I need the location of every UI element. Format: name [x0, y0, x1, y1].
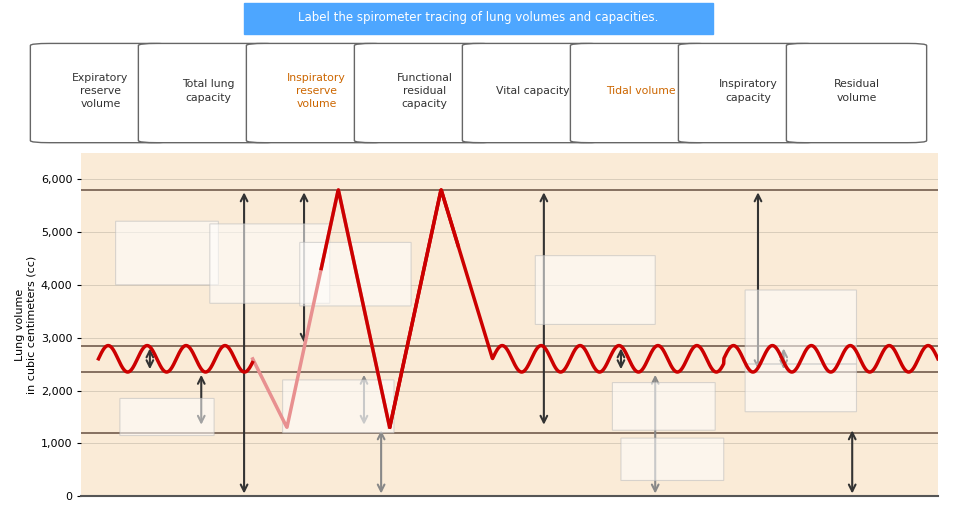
FancyBboxPatch shape	[120, 399, 214, 435]
FancyBboxPatch shape	[746, 290, 857, 364]
FancyBboxPatch shape	[244, 3, 713, 34]
FancyBboxPatch shape	[612, 383, 715, 430]
Text: Total lung
capacity: Total lung capacity	[182, 80, 234, 102]
Text: Tidal volume: Tidal volume	[606, 86, 676, 96]
Text: Functional
residual
capacity: Functional residual capacity	[396, 73, 453, 109]
FancyBboxPatch shape	[300, 242, 412, 306]
Text: Expiratory
reserve
volume: Expiratory reserve volume	[73, 73, 128, 109]
FancyBboxPatch shape	[116, 221, 218, 285]
Text: Label the spirometer tracing of lung volumes and capacities.: Label the spirometer tracing of lung vol…	[299, 11, 658, 24]
FancyBboxPatch shape	[535, 255, 656, 325]
FancyBboxPatch shape	[282, 380, 394, 433]
Text: Lung volume
in cubic centimeters (cc): Lung volume in cubic centimeters (cc)	[15, 255, 36, 393]
FancyBboxPatch shape	[570, 43, 711, 143]
FancyBboxPatch shape	[354, 43, 495, 143]
Text: Inspiratory
capacity: Inspiratory capacity	[719, 80, 778, 102]
FancyBboxPatch shape	[621, 438, 723, 480]
Text: Residual
volume: Residual volume	[834, 80, 879, 102]
Text: Vital capacity: Vital capacity	[496, 86, 569, 96]
FancyBboxPatch shape	[679, 43, 818, 143]
FancyBboxPatch shape	[787, 43, 926, 143]
FancyBboxPatch shape	[31, 43, 170, 143]
FancyBboxPatch shape	[462, 43, 603, 143]
FancyBboxPatch shape	[139, 43, 278, 143]
Text: Inspiratory
reserve
volume: Inspiratory reserve volume	[287, 73, 345, 109]
FancyBboxPatch shape	[746, 364, 857, 412]
FancyBboxPatch shape	[246, 43, 387, 143]
FancyBboxPatch shape	[210, 224, 330, 303]
